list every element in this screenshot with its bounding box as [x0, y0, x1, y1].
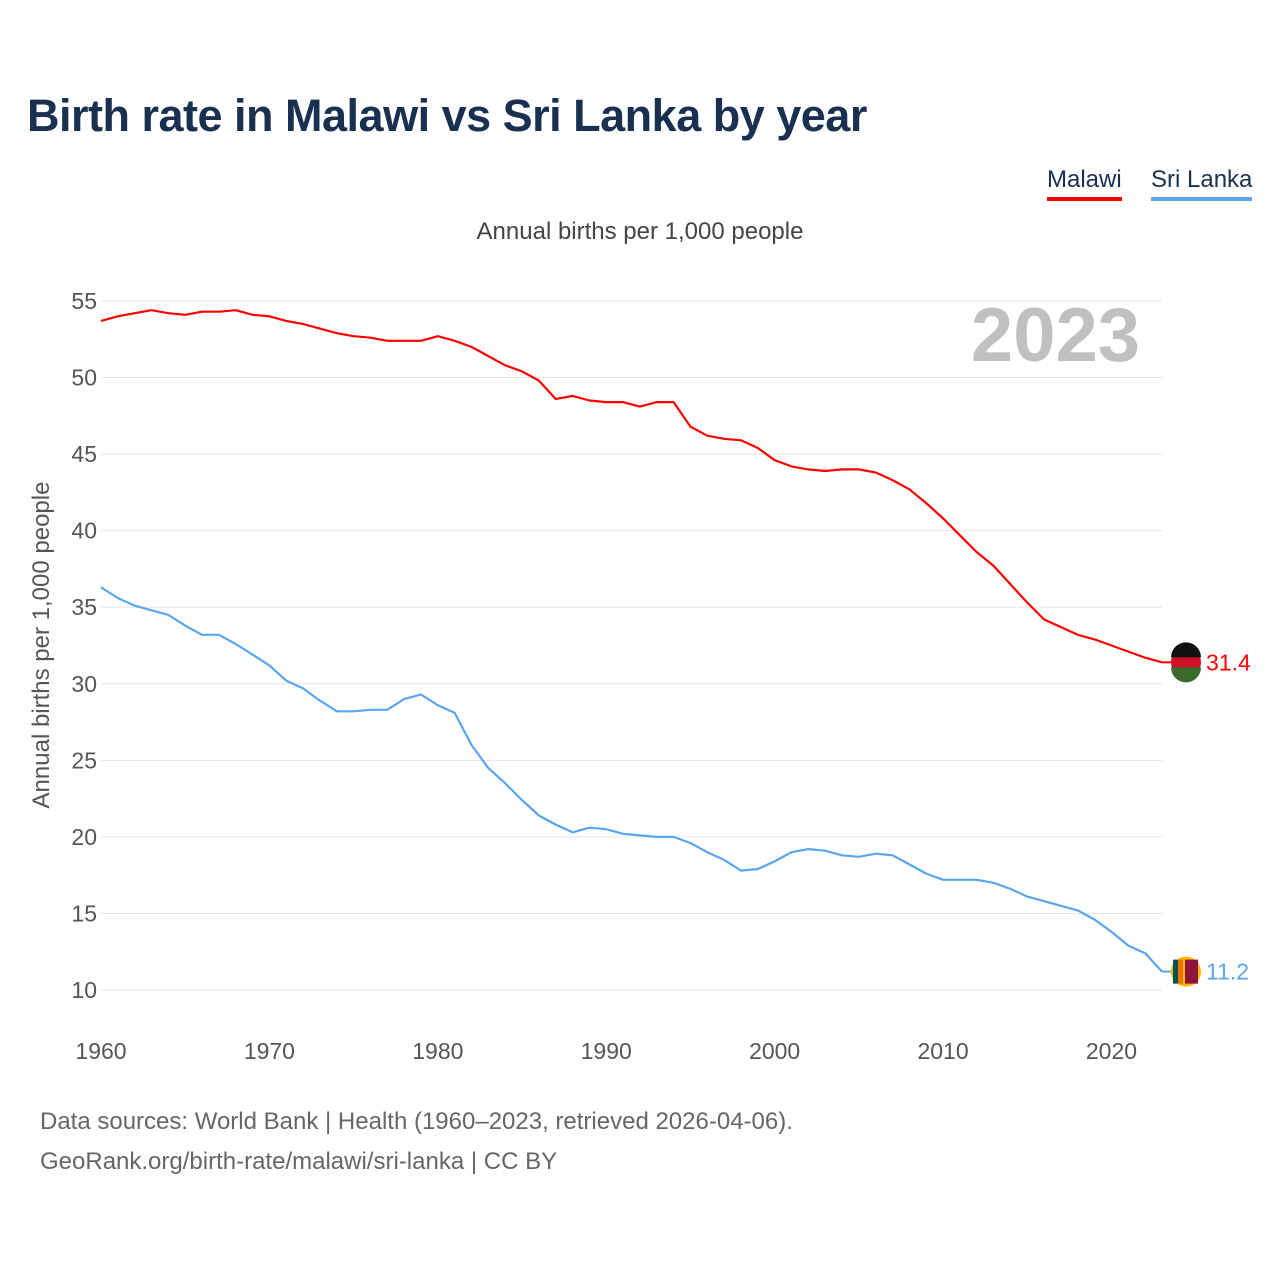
footer-link[interactable]: GeoRank.org/birth-rate/malawi/sri-lanka … [40, 1148, 558, 1175]
y-tick-label: 35 [71, 594, 97, 620]
flag-stripe [1171, 667, 1201, 683]
x-tick-label: 2020 [1086, 1038, 1137, 1064]
legend-malawi[interactable]: Malawi [1047, 166, 1122, 201]
y-tick-label: 15 [71, 900, 97, 926]
year-watermark: 2023 [970, 293, 1140, 378]
y-tick-label: 25 [71, 747, 97, 773]
x-tick-label: 1990 [581, 1038, 632, 1064]
footer-sources: Data sources: World Bank | Health (1960–… [40, 1108, 793, 1135]
x-tick-label: 1970 [244, 1038, 295, 1064]
y-tick-label: 45 [71, 441, 97, 467]
x-tick-label: 2000 [749, 1038, 800, 1064]
flag-stripe [1185, 959, 1198, 984]
chart-subtitle: Annual births per 1,000 people [476, 218, 804, 245]
y-tick-label: 50 [71, 365, 97, 391]
chart-title: Birth rate in Malawi vs Sri Lanka by yea… [27, 90, 867, 141]
end-value-label: 31.4 [1206, 649, 1251, 675]
series-line-malawi [100, 309, 1163, 664]
flag-stripe [1173, 959, 1178, 984]
x-tick-label: 1960 [75, 1038, 126, 1064]
x-tick-label: 1980 [412, 1038, 463, 1064]
flag-stripe [1171, 642, 1201, 658]
y-tick-label: 40 [71, 518, 97, 544]
y-tick-label: 55 [71, 288, 97, 314]
y-tick-label: 30 [71, 671, 97, 697]
legend-sri-lanka[interactable]: Sri Lanka [1151, 166, 1253, 201]
series-line-sri-lanka [100, 586, 1163, 973]
end-value-label: 11.2 [1206, 959, 1249, 985]
y-tick-label: 10 [71, 977, 97, 1003]
x-tick-label: 2010 [917, 1038, 968, 1064]
y-tick-label: 20 [71, 824, 97, 850]
flag-stripe [1178, 959, 1183, 984]
